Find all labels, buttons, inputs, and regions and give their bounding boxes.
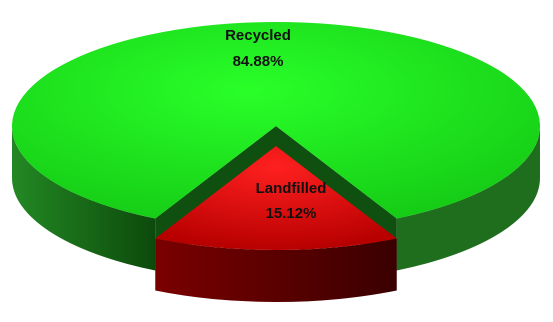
recycled-side-left [12,126,156,271]
slice-label-recycled: Recycled [225,27,291,44]
slice-value-landfilled: 15.12% [266,205,317,222]
landfilled-side [155,238,397,302]
recycled-top [11,22,540,219]
landfilled-top [155,146,397,251]
pie-slice-landfilled [155,146,397,302]
slice-value-recycled: 84.88% [233,53,284,70]
recycled-side-right [396,126,540,271]
slice-label-landfilled: Landfilled [256,180,327,197]
